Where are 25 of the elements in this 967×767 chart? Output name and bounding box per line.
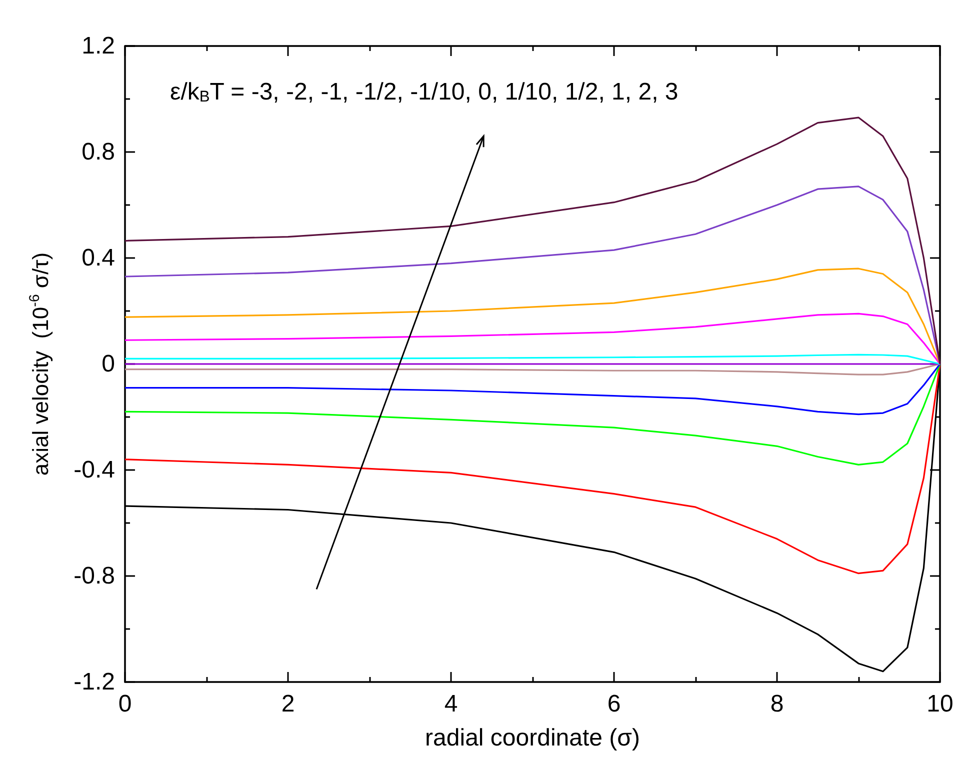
line-series xyxy=(124,354,941,365)
line-series xyxy=(124,312,941,365)
x-tick-label: 4 xyxy=(444,690,458,718)
x-tick-label: 2 xyxy=(281,690,295,718)
y-tick-label: -0.4 xyxy=(74,456,115,484)
x-tick-label: 6 xyxy=(607,690,621,718)
y-axis-title: axial velocity (10-6 σ/τ) xyxy=(27,252,53,476)
x-tick-label: 0 xyxy=(118,690,132,718)
line-series xyxy=(124,186,941,365)
line-series xyxy=(124,363,941,416)
y-tick-label: 0.4 xyxy=(82,244,115,272)
x-tick-label: 8 xyxy=(770,690,784,718)
y-tick-label: -1.2 xyxy=(74,668,115,696)
line-series xyxy=(124,363,941,466)
annotation: ε/kBT = -3, -2, -1, -1/2, -1/10, 0, 1/10, 1/2, 1, 2, 3 xyxy=(170,78,678,106)
line-series xyxy=(124,268,941,365)
x-axis-title: radial coordinate (σ) xyxy=(425,724,640,752)
x-tick-label: 10 xyxy=(926,690,954,718)
y-tick-label: -0.8 xyxy=(74,562,115,590)
y-tick-label: 0 xyxy=(102,350,115,378)
line-series xyxy=(124,363,941,574)
y-tick-label: 0.8 xyxy=(82,138,115,166)
line-series xyxy=(124,363,941,376)
line-series xyxy=(124,116,941,365)
y-tick-label: 1.2 xyxy=(82,32,115,60)
